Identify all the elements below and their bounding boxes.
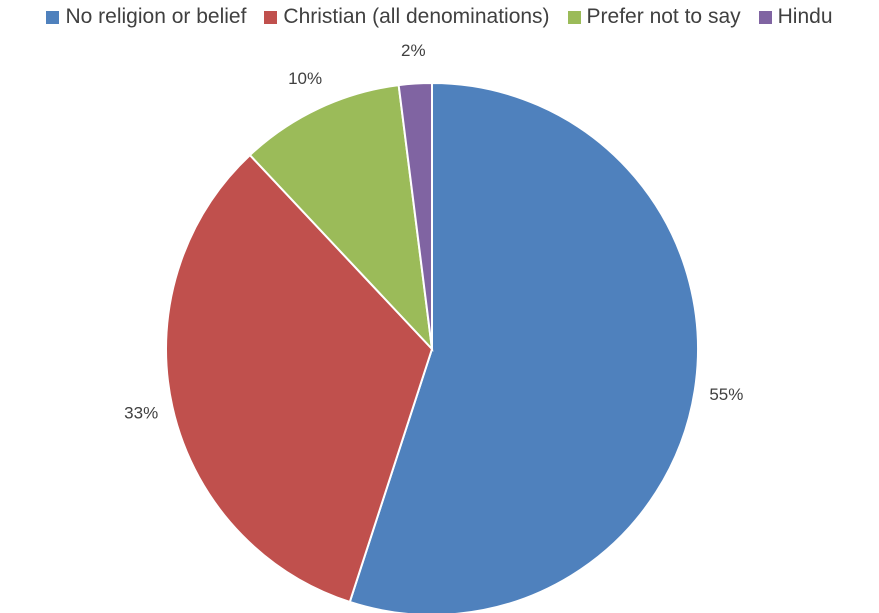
data-label-hindu: 2%: [401, 41, 426, 60]
legend-swatch-prefer-not-to-say: [567, 10, 581, 24]
data-label-prefer-not-to-say: 10%: [288, 69, 322, 88]
chart-legend: No religion or belief Christian (all den…: [0, 4, 879, 30]
legend-label-christian: Christian (all denominations): [283, 5, 550, 28]
legend-swatch-hindu: [758, 10, 772, 24]
legend-item-prefer-not-to-say: Prefer not to say: [567, 5, 741, 29]
pie-slice-christian: [165, 153, 434, 604]
pie-slice-no-religion: [348, 81, 699, 613]
legend-item-christian: Christian (all denominations): [264, 5, 550, 29]
legend-swatch-christian: [264, 10, 278, 24]
data-label-christian: 33%: [124, 403, 158, 422]
legend-item-no-religion: No religion or belief: [46, 5, 246, 29]
pie-slice-hindu: [397, 81, 433, 350]
legend-item-hindu: Hindu: [758, 5, 833, 29]
pie-slice-prefer-not-to-say: [248, 83, 434, 352]
legend-label-hindu: Hindu: [777, 5, 833, 28]
legend-label-no-religion: No religion or belief: [65, 5, 247, 28]
data-label-no-religion: 55%: [709, 385, 743, 404]
legend-label-prefer-not-to-say: Prefer not to say: [586, 5, 741, 28]
legend-swatch-no-religion: [46, 10, 60, 24]
